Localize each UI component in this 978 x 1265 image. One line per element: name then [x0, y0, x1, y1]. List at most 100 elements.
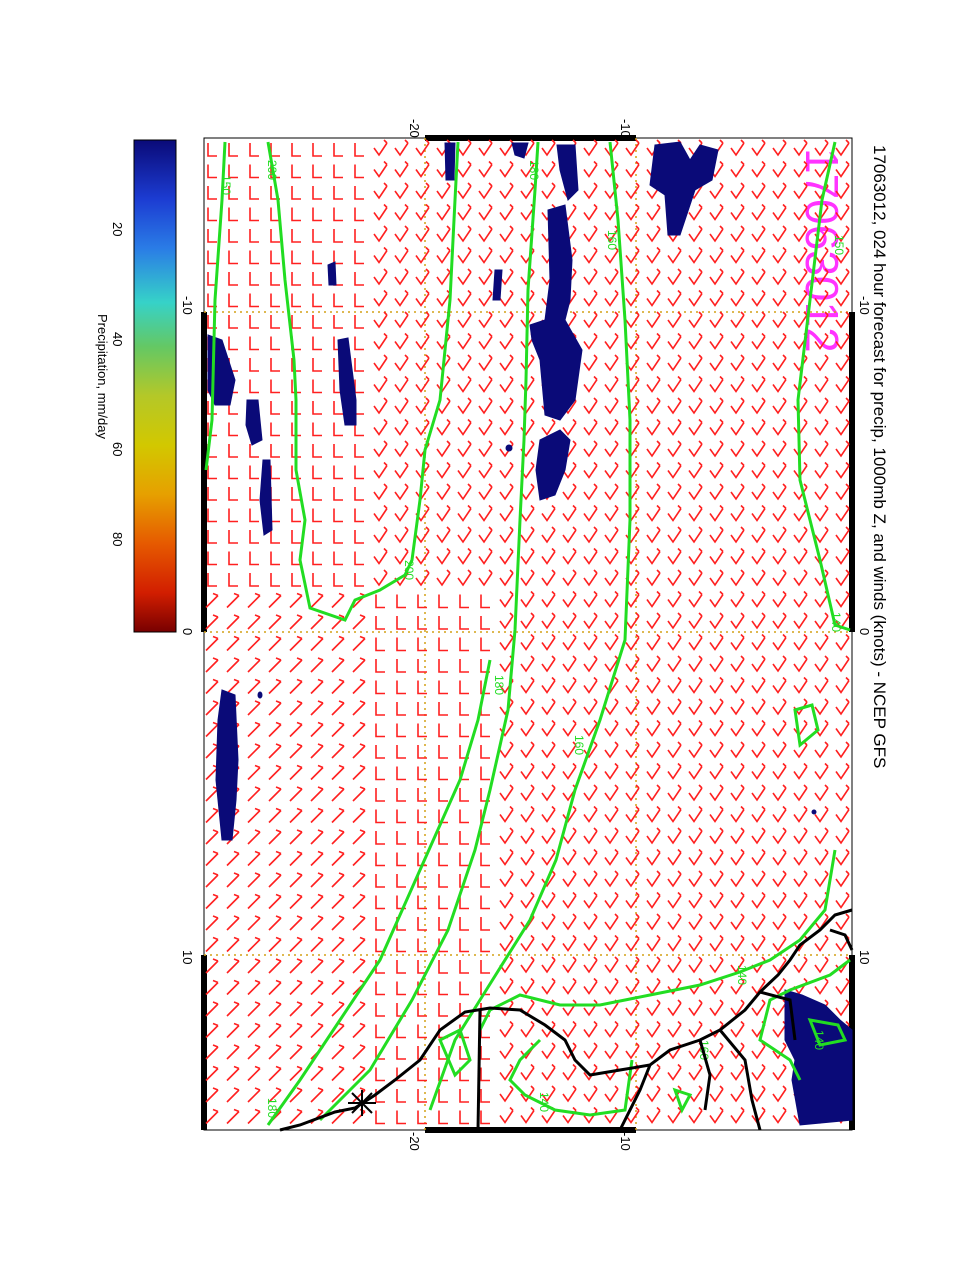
wind-barb [751, 827, 766, 845]
wind-barb [436, 461, 451, 479]
wind-barb [793, 418, 808, 436]
wind-barb [291, 358, 301, 372]
wind-barb [459, 1110, 469, 1125]
wind-barb [646, 913, 661, 931]
wind-barb [457, 311, 472, 329]
wind-barb [373, 246, 388, 264]
contour-label: 180 [492, 675, 506, 695]
wind-barb [438, 745, 448, 759]
wind-barb [205, 893, 219, 910]
wind-barb [228, 336, 238, 351]
wind-barb [667, 246, 682, 264]
wind-barb [499, 569, 514, 587]
wind-barb [436, 203, 451, 221]
wind-barb [394, 203, 409, 221]
wind-barb [226, 1108, 240, 1125]
wind-barb [814, 526, 829, 544]
wind-barb [247, 700, 261, 716]
wind-barb [249, 143, 259, 157]
wind-barb [793, 762, 808, 780]
wind-barb [520, 762, 535, 780]
wind-barb [205, 721, 219, 738]
wind-barb [604, 311, 619, 329]
wind-barb [730, 440, 745, 458]
wind-barb [730, 160, 745, 178]
wind-barb [625, 526, 640, 544]
wind-barb [331, 958, 345, 974]
wind-barb [457, 139, 472, 157]
wind-barb [312, 315, 322, 329]
wind-barb [730, 461, 745, 479]
wind-barb [520, 655, 535, 673]
wind-barb [835, 784, 850, 802]
wind-barb [835, 483, 850, 501]
wind-barb [793, 848, 808, 866]
wind-barb [291, 422, 301, 437]
wind-barb [226, 893, 240, 910]
wind-barb [331, 764, 345, 781]
wind-barb [289, 614, 303, 630]
wind-barb [354, 530, 364, 544]
wind-barb [604, 418, 619, 436]
wind-barb [667, 483, 682, 501]
wind-barb [247, 893, 261, 910]
wind-barb [835, 805, 850, 823]
wind-barb [310, 743, 324, 759]
wind-barb [772, 311, 787, 329]
wind-barb [291, 250, 301, 265]
wind-barb [312, 229, 322, 243]
wind-barb [772, 590, 787, 608]
wind-barb [438, 938, 448, 953]
wind-barb [457, 569, 472, 587]
wind-barb [396, 680, 406, 695]
wind-barb [396, 874, 406, 888]
wind-barb [793, 612, 808, 630]
wind-barb [688, 504, 703, 522]
wind-barb [751, 569, 766, 587]
wind-barb [478, 268, 493, 286]
wind-barb [270, 444, 280, 458]
wind-barb [520, 1063, 535, 1081]
wind-barb [667, 375, 682, 393]
wind-barb [228, 164, 238, 179]
wind-barb [291, 143, 301, 157]
contour-label: 200 [265, 160, 279, 180]
wind-barb [646, 827, 661, 845]
wind-barb [310, 764, 324, 781]
wind-barb [499, 483, 514, 501]
wind-barb [541, 891, 556, 909]
wind-barb [688, 805, 703, 823]
wind-barb [688, 762, 703, 780]
wind-barb [541, 698, 556, 716]
wind-barb [667, 999, 682, 1017]
wind-barb [583, 418, 598, 436]
wind-barb [289, 657, 303, 673]
wind-barb [520, 268, 535, 286]
wind-barb [478, 375, 493, 393]
wind-barb [709, 956, 724, 974]
wind-barb [730, 891, 745, 909]
wind-barb [247, 829, 261, 845]
wind-barb [415, 311, 430, 329]
wind-barb [417, 594, 427, 609]
wind-barb [772, 461, 787, 479]
wind-barb [247, 764, 261, 781]
wind-barb [625, 332, 640, 350]
lat-tick-top-0: -20 [407, 119, 422, 138]
wind-barb [310, 1022, 324, 1039]
wind-barb [793, 913, 808, 931]
wind-barb [625, 805, 640, 823]
wind-barb [793, 784, 808, 802]
wind-barb [352, 807, 366, 824]
wind-barb [499, 311, 514, 329]
wind-barb [562, 1063, 577, 1081]
wind-barb [646, 418, 661, 436]
wind-barb [709, 805, 724, 823]
wind-barb [751, 870, 766, 888]
wind-barb [772, 762, 787, 780]
wind-barb [772, 676, 787, 694]
wind-barb [730, 741, 745, 759]
wind-barb [751, 375, 766, 393]
precip-patch [444, 142, 456, 181]
wind-barb [480, 766, 490, 781]
